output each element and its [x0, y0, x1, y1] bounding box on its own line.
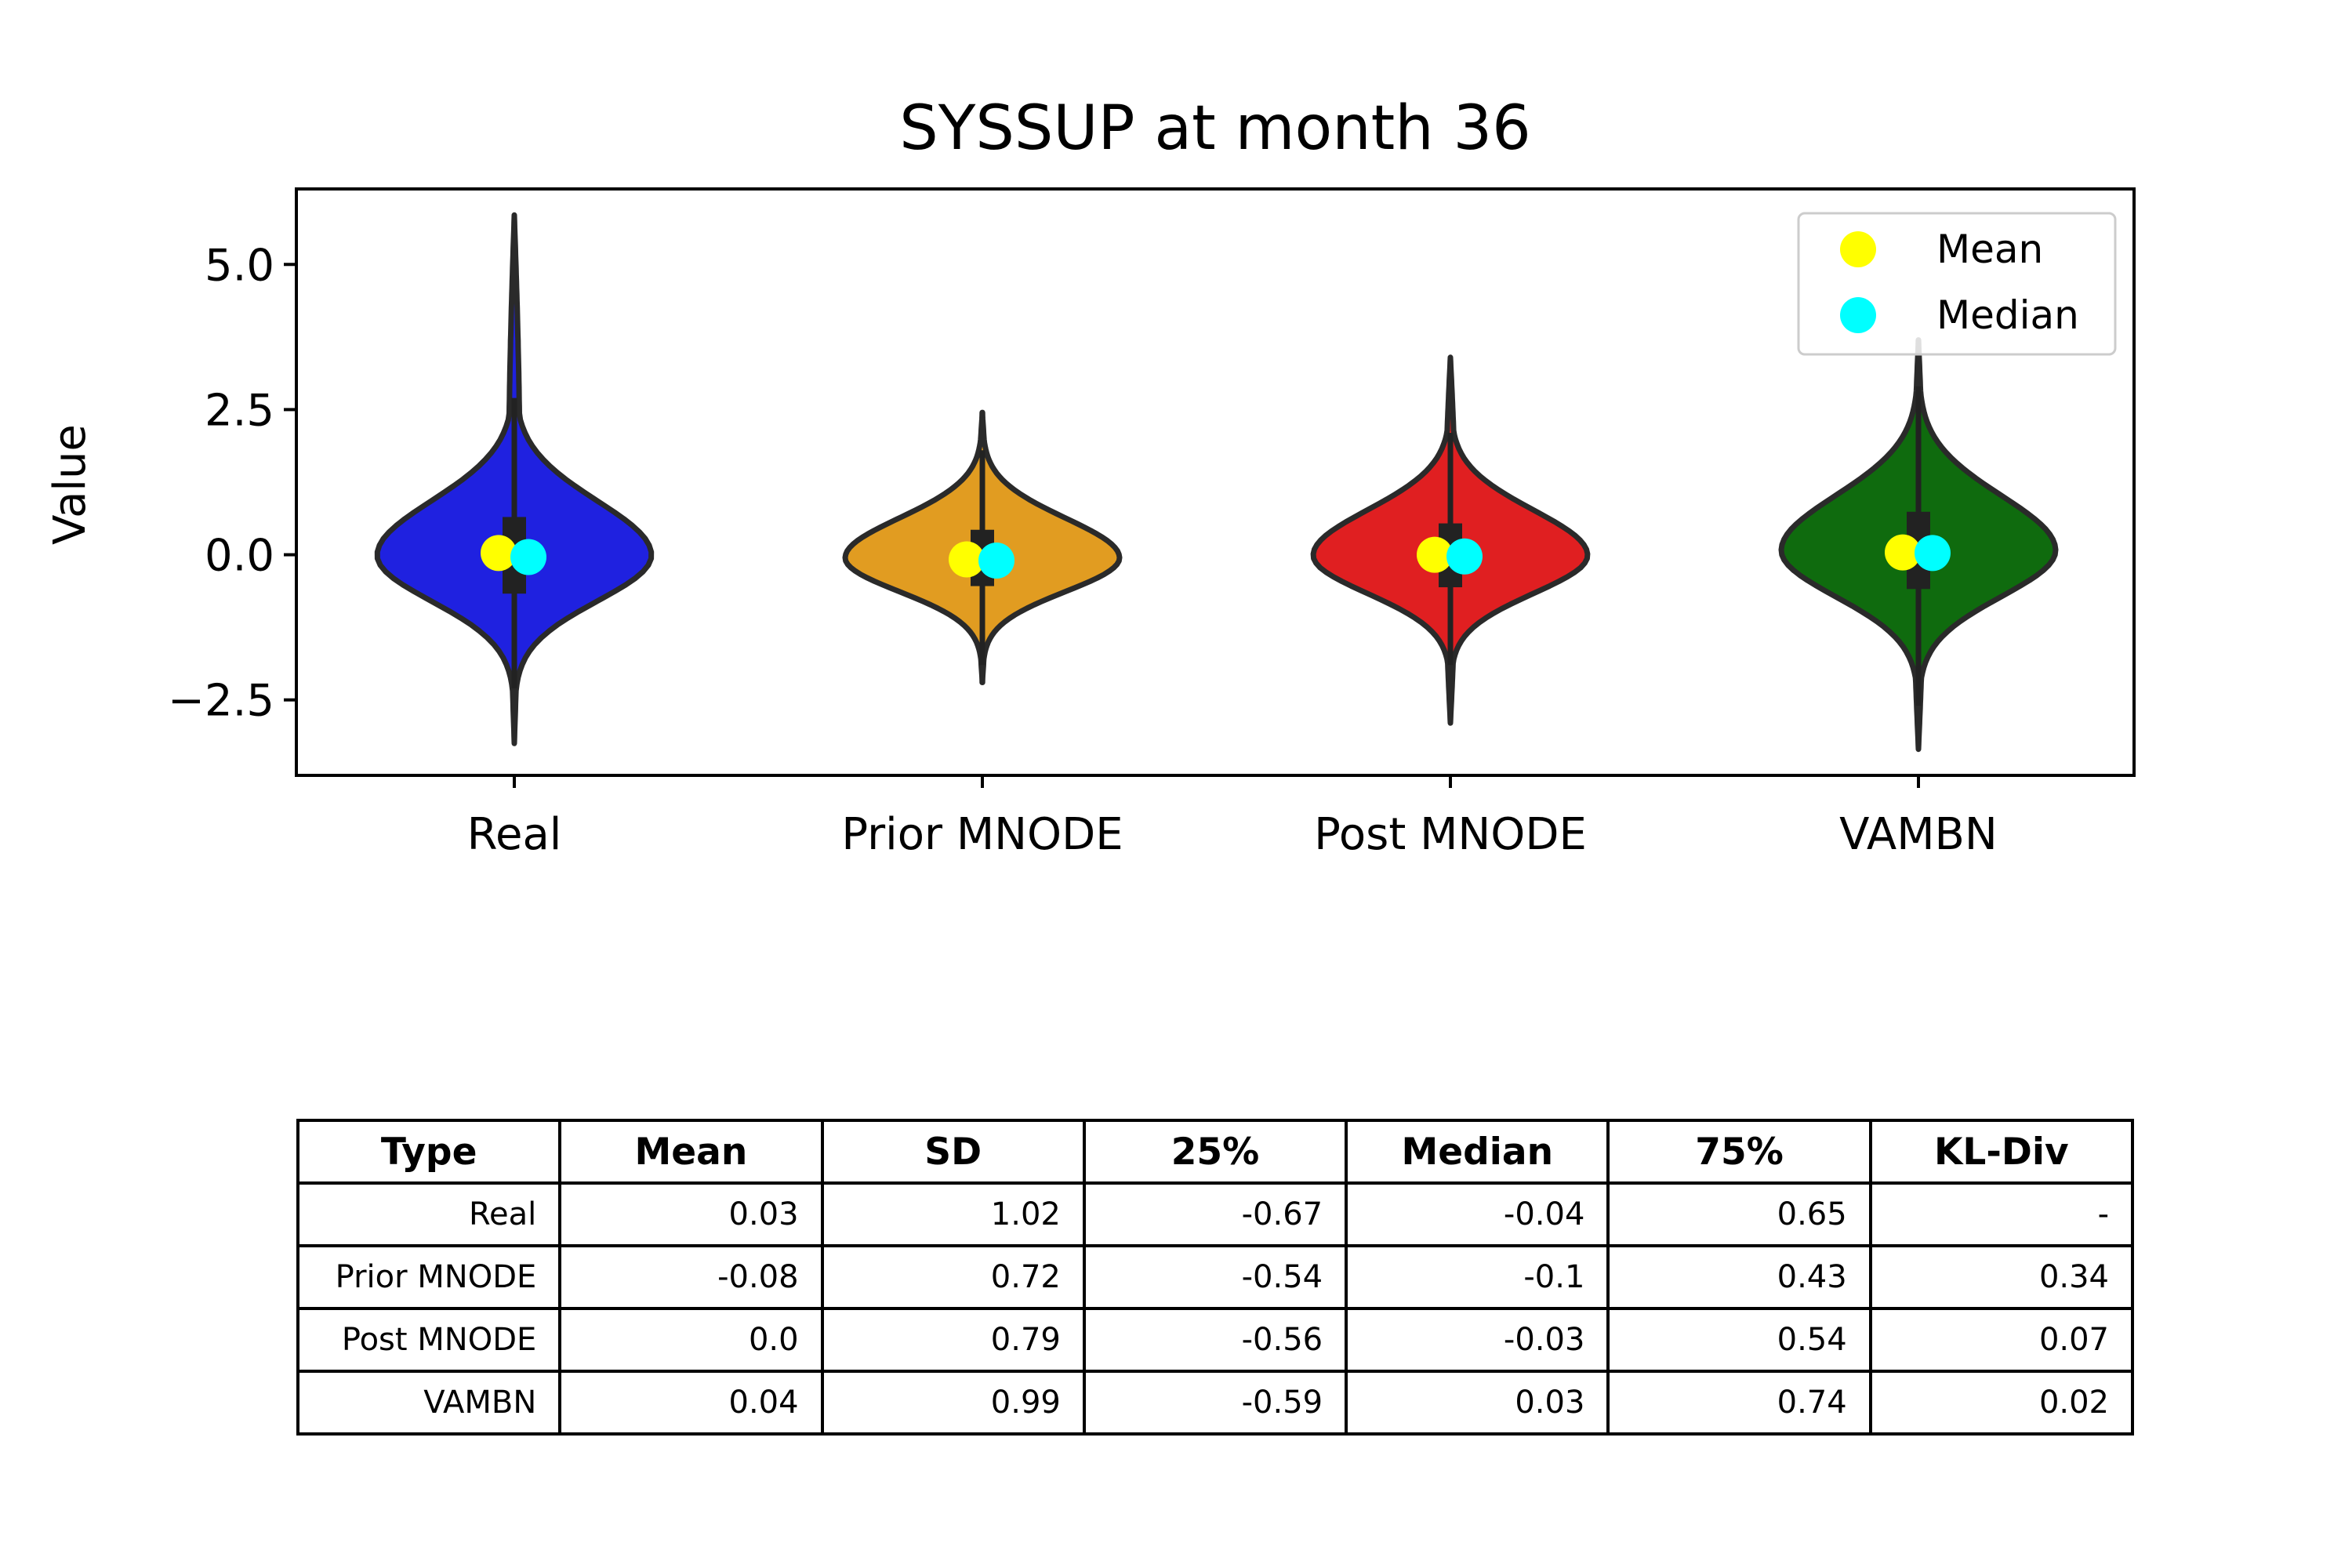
mean-marker [1417, 536, 1453, 573]
median-marker [978, 542, 1014, 579]
x-tick-label: Real [467, 809, 562, 860]
legend: Mean Median [1797, 212, 2117, 356]
table-cell: -0.67 [1082, 1181, 1348, 1247]
header-kl-div: KL-Div [1868, 1119, 2135, 1185]
table-cell: 0.04 [558, 1370, 824, 1436]
table-cell: -0.56 [1082, 1307, 1348, 1373]
table-cell: -0.08 [558, 1244, 824, 1310]
table-cell: 1.02 [820, 1181, 1086, 1247]
table-cell: 0.72 [820, 1244, 1086, 1310]
table-cell: -0.59 [1082, 1370, 1348, 1436]
table-cell: 0.07 [1868, 1307, 2135, 1373]
plot-frame [295, 187, 2136, 777]
x-tick-label: Post MNODE [1314, 809, 1587, 860]
table-cell: -0.1 [1345, 1244, 1610, 1310]
table-cell: Post MNODE [296, 1307, 562, 1373]
table-cell: 0.03 [558, 1181, 824, 1247]
header-type: Type [296, 1119, 562, 1185]
y-axis-label: Value [45, 424, 96, 545]
table-cell: 0.79 [820, 1307, 1086, 1373]
table-row: Real 0.03 1.02 -0.67 -0.04 0.65 - [296, 1181, 2135, 1247]
table-cell: - [1868, 1181, 2135, 1247]
y-axis: 5.0 2.5 0.0 −2.5 [168, 240, 296, 727]
x-tick-label: Prior MNODE [841, 809, 1123, 860]
table-cell: Real [296, 1181, 562, 1247]
legend-mean-marker [1840, 231, 1876, 267]
y-tick-label: 0.0 [205, 531, 274, 582]
legend-label: Median [1936, 292, 2079, 338]
y-tick-label: −2.5 [168, 676, 274, 727]
table-cell: 0.0 [558, 1307, 824, 1373]
table-cell: VAMBN [296, 1370, 562, 1436]
x-axis: Real Prior MNODE Post MNODE VAMBN [467, 775, 1998, 860]
legend-median-marker [1840, 297, 1876, 333]
table-header-row: Type Mean SD 25% Median 75% KL-Div [296, 1119, 2135, 1185]
table-cell: 0.74 [1606, 1370, 1872, 1436]
table-cell: 0.43 [1606, 1244, 1872, 1310]
table-cell: 0.02 [1868, 1370, 2135, 1436]
mean-marker [1885, 534, 1921, 571]
table-cell: 0.65 [1606, 1181, 1872, 1247]
median-marker [1446, 538, 1483, 575]
y-tick-label: 5.0 [205, 240, 274, 291]
table-cell: 0.03 [1345, 1370, 1610, 1436]
table-cell: -0.03 [1345, 1307, 1610, 1373]
stats-table: Type Mean SD 25% Median 75% KL-Div Real … [296, 1119, 2135, 1436]
table-cell: 0.99 [820, 1370, 1086, 1436]
x-tick-label: VAMBN [1839, 809, 1998, 860]
violins-layer [374, 212, 2059, 753]
table-cell: 0.34 [1868, 1244, 2135, 1310]
table-row: Post MNODE 0.0 0.79 -0.56 -0.03 0.54 0.0… [296, 1307, 2135, 1373]
header-sd: SD [820, 1119, 1086, 1185]
y-tick-label: 2.5 [205, 385, 274, 436]
legend-label: Mean [1936, 227, 2043, 272]
median-marker [1915, 535, 1951, 572]
mean-marker [949, 541, 985, 578]
header-q1: 25% [1082, 1119, 1348, 1185]
table-row: Prior MNODE -0.08 0.72 -0.54 -0.1 0.43 0… [296, 1244, 2135, 1310]
table-row: VAMBN 0.04 0.99 -0.59 0.03 0.74 0.02 [296, 1370, 2135, 1436]
legend-box [1797, 212, 2117, 356]
table-cell: -0.04 [1345, 1181, 1610, 1247]
median-marker [510, 539, 546, 575]
header-mean: Mean [558, 1119, 824, 1185]
header-median: Median [1345, 1119, 1610, 1185]
table-cell: Prior MNODE [296, 1244, 562, 1310]
table-cell: -0.54 [1082, 1244, 1348, 1310]
header-q3: 75% [1606, 1119, 1872, 1185]
table-cell: 0.54 [1606, 1307, 1872, 1373]
mean-marker [481, 535, 517, 572]
violin-chart: SYSSUP at month 36 Value 5.0 2.5 0.0 −2.5 R… [45, 93, 2136, 860]
chart-title: SYSSUP at month 36 [899, 93, 1530, 164]
